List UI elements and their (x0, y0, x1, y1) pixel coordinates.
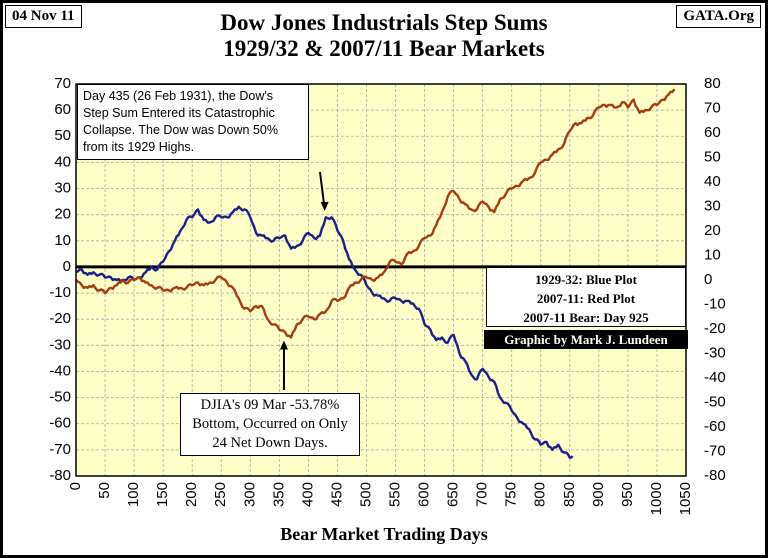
y-axis-right-ticks: 80 70 60 50 40 30 20 10 0 -10 -20 -30 -40 -50 -60 -70 -8… (704, 75, 726, 484)
x-tick-label: 300 (241, 482, 258, 507)
x-tick-label: 600 (416, 482, 433, 507)
annotation-line: Step Sum Entered its Catastrophic (83, 106, 275, 120)
x-tick-label: 350 (270, 482, 287, 507)
graphic-credit: Graphic by Mark J. Lundeen (484, 330, 688, 349)
y-tick-label-right: -10 (704, 295, 726, 312)
y-tick-label-left: -70 (49, 441, 71, 458)
x-tick-label: 500 (357, 482, 374, 507)
x-tick-label: 750 (503, 482, 520, 507)
y-tick-label-left: 30 (54, 180, 71, 197)
y-tick-label-right: 70 (704, 99, 721, 116)
arrow-head-top (320, 202, 329, 212)
plot-border (75, 83, 687, 477)
date-label: 04 Nov 11 (5, 5, 82, 28)
x-tick-label: 550 (386, 482, 403, 507)
x-tick-label: 0 (67, 482, 84, 490)
y-tick-label-left: 50 (54, 127, 71, 144)
x-tick-label: 950 (619, 482, 636, 507)
y-tick-label-left: 60 (54, 101, 71, 118)
y-tick-label-left: 20 (54, 206, 71, 223)
annotation-arrows (279, 171, 329, 390)
annotation-line: Collapse. The Dow was Down 50% (83, 123, 279, 137)
x-tick-label: 850 (561, 482, 578, 507)
arrow-head-bottom (279, 340, 288, 350)
x-tick-label: 200 (183, 482, 200, 507)
y-tick-label-left: -10 (49, 284, 71, 301)
chart-title-line-1: Dow Jones Industrials Step Sums (220, 10, 548, 35)
x-tick-label: 1000 (648, 482, 665, 515)
x-axis-label: Bear Market Trading Days (280, 524, 488, 544)
y-axis-left-ticks: 70 60 50 40 30 20 10 0 -10 -20 -30 -40 -50 -60 -70 -80 (49, 75, 71, 484)
x-axis-ticks: 0 50 100 150 200 250 300 350 400 450 500 550 600 650 7… (67, 482, 694, 515)
annotation-march-bottom: DJIA's 09 Mar -53.78% Bottom, Occurred o… (180, 393, 360, 456)
y-tick-label-left: 70 (54, 75, 71, 92)
x-tick-label: 150 (154, 482, 171, 507)
y-tick-label-left: 40 (54, 153, 71, 170)
annotation-line: DJIA's 09 Mar -53.78% (200, 397, 340, 413)
y-tick-label-right: -50 (704, 393, 726, 410)
y-tick-label-left: -20 (49, 310, 71, 327)
y-tick-label-right: -80 (704, 467, 726, 484)
y-tick-label-right: 30 (704, 197, 721, 214)
source-label: GATA.Org (676, 5, 761, 28)
x-tick-label: 250 (212, 482, 229, 507)
annotation-line: from its 1929 Highs. (83, 140, 195, 154)
x-tick-label: 450 (328, 482, 345, 507)
y-tick-label-right: 0 (704, 271, 712, 288)
y-tick-label-right: -40 (704, 369, 726, 386)
y-tick-label-right: 40 (704, 173, 721, 190)
x-tick-label: 800 (532, 482, 549, 507)
annotation-line: Bottom, Occurred on Only (192, 416, 348, 432)
legend: 1929-32: Blue Plot 2007-11: Red Plot 200… (486, 267, 686, 327)
y-tick-label-left: -60 (49, 415, 71, 432)
x-tick-label: 650 (445, 482, 462, 507)
y-tick-label-left: 0 (63, 258, 71, 275)
legend-entry-red: 2007-11: Red Plot (536, 291, 636, 306)
y-tick-label-right: -20 (704, 320, 726, 337)
y-tick-label-right: 50 (704, 148, 721, 165)
y-tick-label-right: -60 (704, 418, 726, 435)
series-line-1 (75, 88, 676, 339)
series-layer (75, 88, 676, 459)
y-tick-label-left: -30 (49, 336, 71, 353)
y-tick-label-right: -30 (704, 344, 726, 361)
x-tick-label: 400 (299, 482, 316, 507)
annotation-line: 24 Net Down Days. (212, 435, 328, 451)
legend-entry-day: 2007-11 Bear: Day 925 (523, 310, 649, 325)
annotation-day-435: Day 435 (26 Feb 1931), the Dow's Step Su… (77, 84, 309, 160)
x-tick-label: 700 (474, 482, 491, 507)
legend-entry-blue: 1929-32: Blue Plot (535, 272, 637, 287)
y-tick-label-right: 60 (704, 124, 721, 141)
annotation-line: Day 435 (26 Feb 1931), the Dow's (83, 89, 273, 103)
chart-title: Dow Jones Industrials Step Sums 1929/32 … (0, 10, 768, 62)
y-tick-label-left: -80 (49, 467, 71, 484)
y-tick-label-left: -40 (49, 362, 71, 379)
x-tick-label: 100 (125, 482, 142, 507)
y-tick-label-left: -50 (49, 389, 71, 406)
y-tick-label-right: 10 (704, 246, 721, 263)
y-tick-label-right: 20 (704, 222, 721, 239)
chart-title-line-2: 1929/32 & 2007/11 Bear Markets (223, 36, 545, 61)
x-tick-label: 50 (96, 482, 113, 499)
x-tick-label: 1050 (677, 482, 694, 515)
y-tick-label-right: 80 (704, 75, 721, 92)
y-tick-label-left: 10 (54, 232, 71, 249)
series-line-0 (75, 205, 574, 459)
x-tick-label: 900 (590, 482, 607, 507)
y-tick-label-right: -70 (704, 442, 726, 459)
